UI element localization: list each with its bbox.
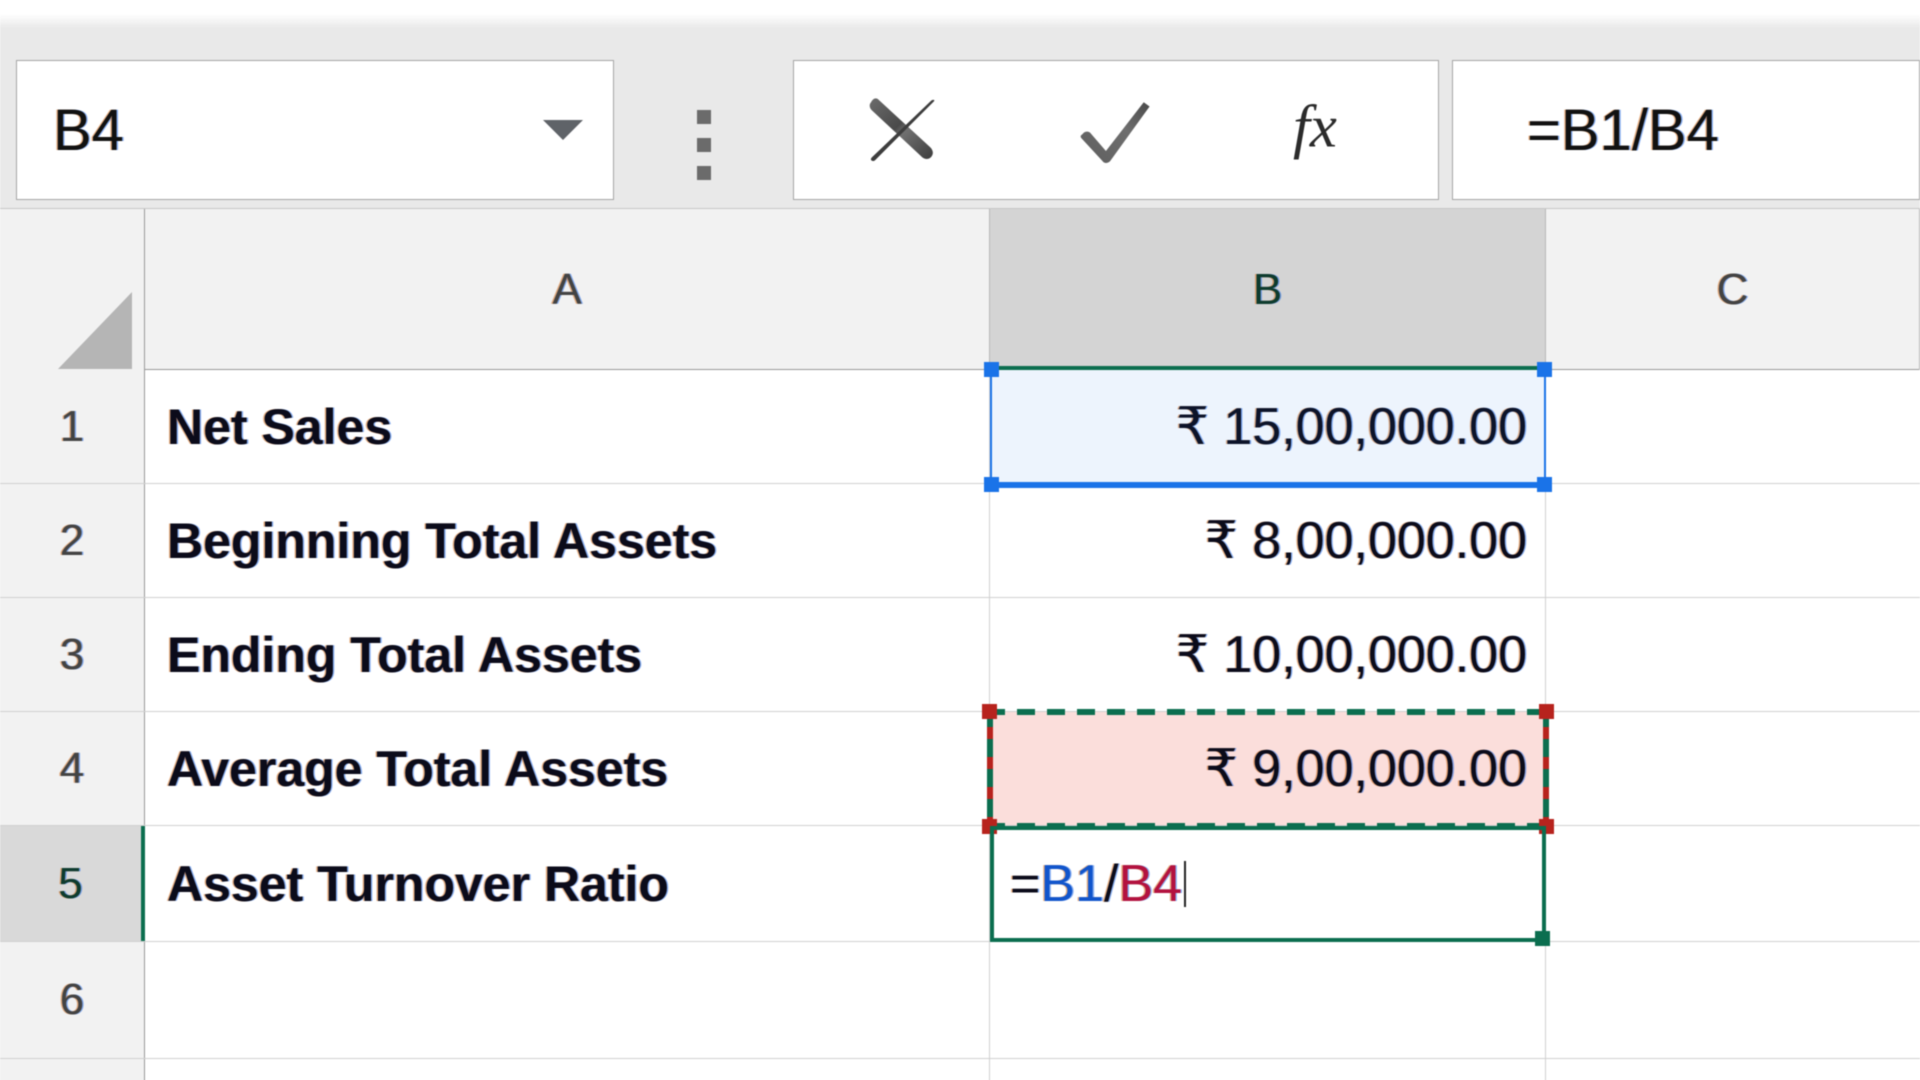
svg-text:fx: fx (1293, 94, 1337, 161)
